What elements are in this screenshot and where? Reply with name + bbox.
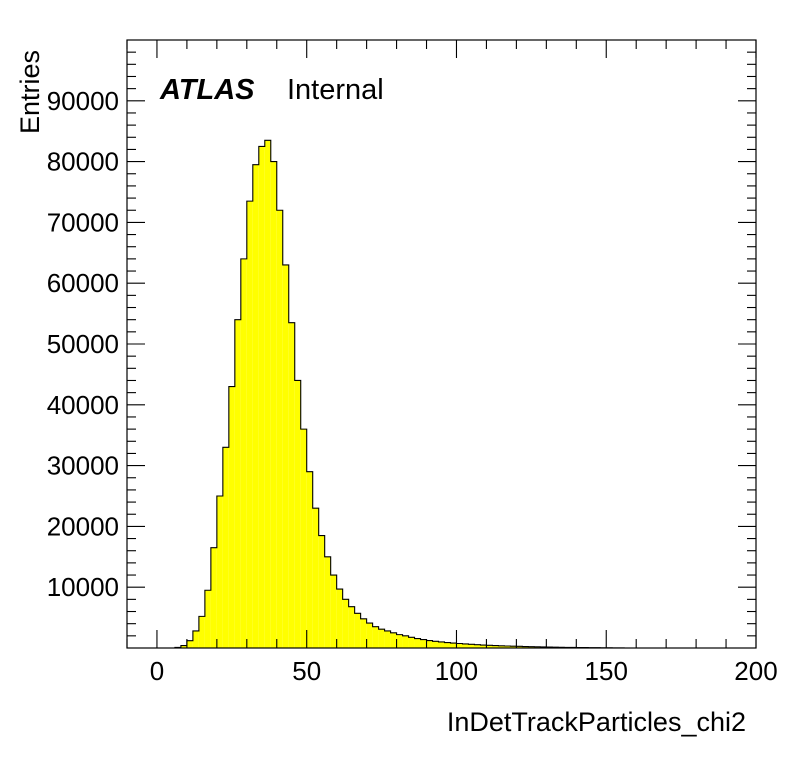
- histogram-bin: [270, 161, 277, 648]
- histogram-bin: [210, 547, 217, 648]
- x-tick-label: 150: [585, 656, 628, 686]
- histogram-bin: [366, 623, 373, 648]
- atlas-label: ATLAS: [159, 74, 255, 106]
- histogram-bin: [408, 637, 415, 648]
- histogram-bin: [282, 264, 289, 648]
- histogram-bin: [456, 643, 463, 648]
- histogram-bars: [156, 139, 756, 649]
- histogram-bin: [468, 644, 475, 648]
- y-tick-label: 60000: [47, 268, 119, 298]
- y-tick-label: 70000: [47, 207, 119, 237]
- x-tick-label: 0: [150, 656, 164, 686]
- histogram-bin: [276, 210, 283, 649]
- histogram-bin: [384, 630, 391, 648]
- tick-labels: 0 50 100 150 200 10000 20000 30000 40000 50000 600…: [47, 86, 778, 686]
- histogram-bin: [504, 645, 511, 648]
- histogram-bin: [222, 447, 229, 648]
- histogram-bin: [528, 646, 535, 648]
- histogram-bin: [228, 386, 235, 648]
- histogram-bin: [264, 140, 271, 648]
- histogram-bin: [414, 638, 421, 648]
- histogram-bin: [180, 645, 187, 648]
- histogram-bin: [348, 606, 355, 648]
- histogram-bin: [396, 634, 403, 648]
- internal-label: Internal: [287, 74, 384, 106]
- x-tick-label: 200: [734, 656, 777, 686]
- y-tick-label: 50000: [47, 329, 119, 359]
- y-tick-label: 80000: [47, 147, 119, 177]
- histogram-bin: [192, 630, 199, 648]
- histogram-bin: [426, 640, 433, 648]
- histogram-bin: [234, 319, 241, 648]
- histogram-bin: [450, 643, 457, 648]
- histogram-bin: [246, 201, 253, 648]
- y-tick-label: 40000: [47, 390, 119, 420]
- histogram-bin: [492, 645, 499, 648]
- histogram-bin: [510, 646, 517, 648]
- histogram-bin: [288, 322, 295, 648]
- histogram-bin: [432, 641, 439, 648]
- y-tick-label: 90000: [47, 86, 119, 116]
- axis-ticks: [126, 40, 757, 648]
- histogram-bin: [330, 575, 337, 648]
- histogram-bin: [498, 645, 505, 648]
- histogram-bin: [294, 380, 301, 648]
- histogram-bin: [522, 646, 529, 648]
- histogram-bin: [534, 646, 541, 648]
- histogram-bin: [354, 613, 361, 648]
- y-tick-label: 30000: [47, 451, 119, 481]
- histogram-bin: [462, 643, 469, 648]
- x-axis-title: InDetTrackParticles_chi2: [447, 707, 746, 737]
- histogram-bin: [258, 146, 265, 648]
- y-tick-label: 20000: [47, 511, 119, 541]
- histogram-bin: [420, 639, 427, 648]
- histogram-bin: [198, 616, 205, 648]
- y-axis-title: Entries: [15, 50, 45, 134]
- histogram-bin: [300, 429, 307, 648]
- y-tick-label: 10000: [47, 572, 119, 602]
- x-tick-label: 100: [435, 656, 478, 686]
- histogram-bin: [390, 632, 397, 648]
- histogram-bin: [486, 645, 493, 648]
- histogram-bin: [360, 618, 367, 648]
- histogram-bin: [324, 556, 331, 648]
- histogram-bin: [252, 164, 259, 648]
- histogram-bin: [480, 645, 487, 648]
- histogram-bin: [312, 508, 319, 648]
- histogram-bin: [204, 590, 211, 648]
- histogram-bin: [372, 626, 379, 648]
- histogram-bin: [444, 642, 451, 648]
- histogram-bin: [216, 496, 223, 648]
- histogram-bin: [438, 641, 445, 648]
- histogram-bin: [474, 644, 481, 648]
- histogram-bin: [378, 629, 385, 648]
- histogram-bin: [240, 258, 247, 648]
- histogram-bin: [402, 635, 409, 648]
- histogram-bin: [186, 640, 193, 648]
- histogram-bin: [336, 589, 343, 648]
- x-tick-label: 50: [292, 656, 321, 686]
- histogram-bin: [516, 646, 523, 648]
- histogram-bin: [318, 535, 325, 648]
- histogram-bin: [306, 471, 313, 648]
- histogram-bin: [342, 599, 349, 648]
